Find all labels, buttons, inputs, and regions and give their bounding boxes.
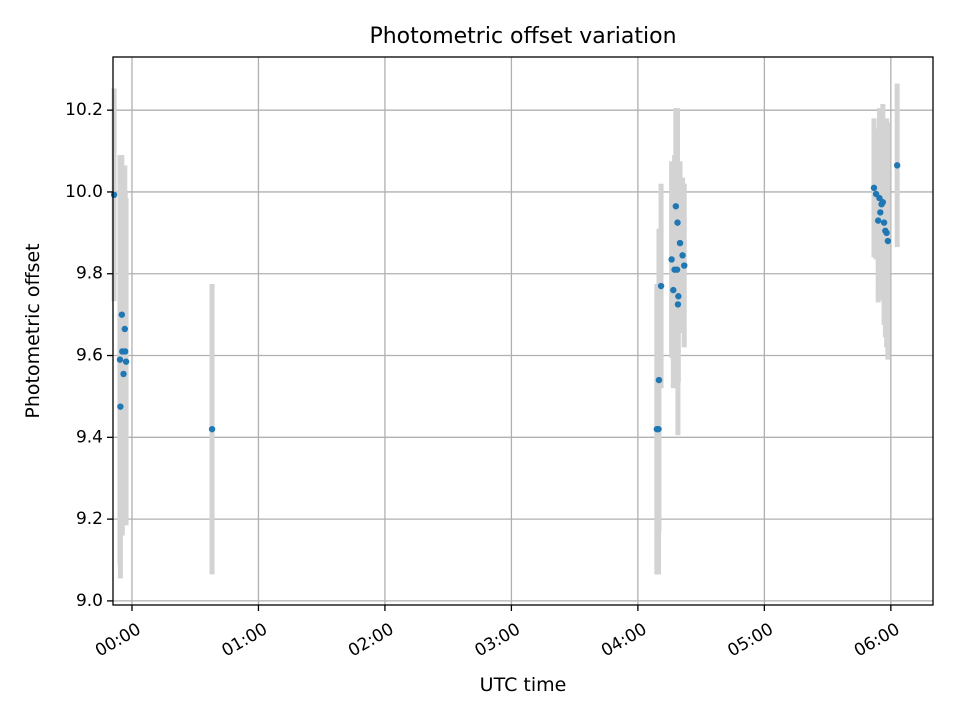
data-point bbox=[676, 239, 684, 247]
data-point bbox=[670, 286, 677, 294]
data-point bbox=[208, 425, 216, 433]
data-point bbox=[116, 356, 124, 363]
errorbars bbox=[111, 83, 900, 579]
data-point bbox=[117, 403, 124, 410]
data-point bbox=[884, 237, 892, 245]
y-tick-label: 9.2 bbox=[76, 509, 103, 529]
data-point bbox=[668, 256, 675, 263]
data-point bbox=[655, 376, 663, 384]
data-point bbox=[877, 209, 884, 216]
data-point bbox=[657, 282, 665, 290]
data-point bbox=[120, 370, 127, 378]
x-tick-label: 01:00 bbox=[219, 619, 271, 661]
data-point bbox=[118, 311, 126, 318]
y-tick-label: 10.0 bbox=[65, 182, 103, 202]
x-axis-ticks: 00:00 01:00 02:00 03:00 04:00 05:00 06:00 bbox=[92, 605, 903, 661]
data-point bbox=[673, 266, 681, 273]
y-tick-label: 9.8 bbox=[76, 264, 103, 284]
data-point bbox=[879, 198, 887, 206]
x-tick-label: 05:00 bbox=[724, 619, 776, 661]
data-point bbox=[122, 348, 129, 355]
chart-title: Photometric offset variation bbox=[369, 24, 676, 49]
data-point bbox=[679, 252, 686, 259]
y-tick-label: 9.0 bbox=[76, 591, 103, 611]
y-tick-label: 9.6 bbox=[76, 346, 103, 366]
x-tick-label: 00:00 bbox=[92, 619, 144, 661]
data-point bbox=[883, 229, 890, 237]
data-point bbox=[672, 203, 680, 210]
grid bbox=[113, 57, 933, 605]
data-point bbox=[655, 425, 662, 433]
y-axis-ticks: 9.0 9.2 9.4 9.6 9.8 10.0 10.2 bbox=[65, 100, 113, 611]
data-point bbox=[675, 293, 682, 300]
data-point bbox=[674, 219, 681, 226]
data-point bbox=[122, 358, 130, 365]
data-points bbox=[110, 162, 901, 433]
data-point bbox=[874, 217, 882, 224]
data-point bbox=[121, 325, 129, 333]
y-tick-label: 10.2 bbox=[65, 100, 103, 120]
x-tick-label: 03:00 bbox=[471, 619, 523, 661]
data-point bbox=[681, 262, 688, 269]
plot-frame bbox=[112, 56, 934, 606]
x-tick-label: 02:00 bbox=[345, 619, 397, 661]
x-axis-label: UTC time bbox=[480, 674, 567, 696]
data-point bbox=[674, 301, 682, 308]
y-axis-label: Photometric offset bbox=[22, 243, 44, 418]
data-point bbox=[893, 162, 901, 169]
x-tick-label: 06:00 bbox=[851, 619, 903, 661]
y-tick-label: 9.4 bbox=[76, 427, 103, 447]
x-tick-label: 04:00 bbox=[598, 619, 650, 661]
data-point bbox=[870, 184, 878, 192]
data-point bbox=[880, 219, 888, 226]
